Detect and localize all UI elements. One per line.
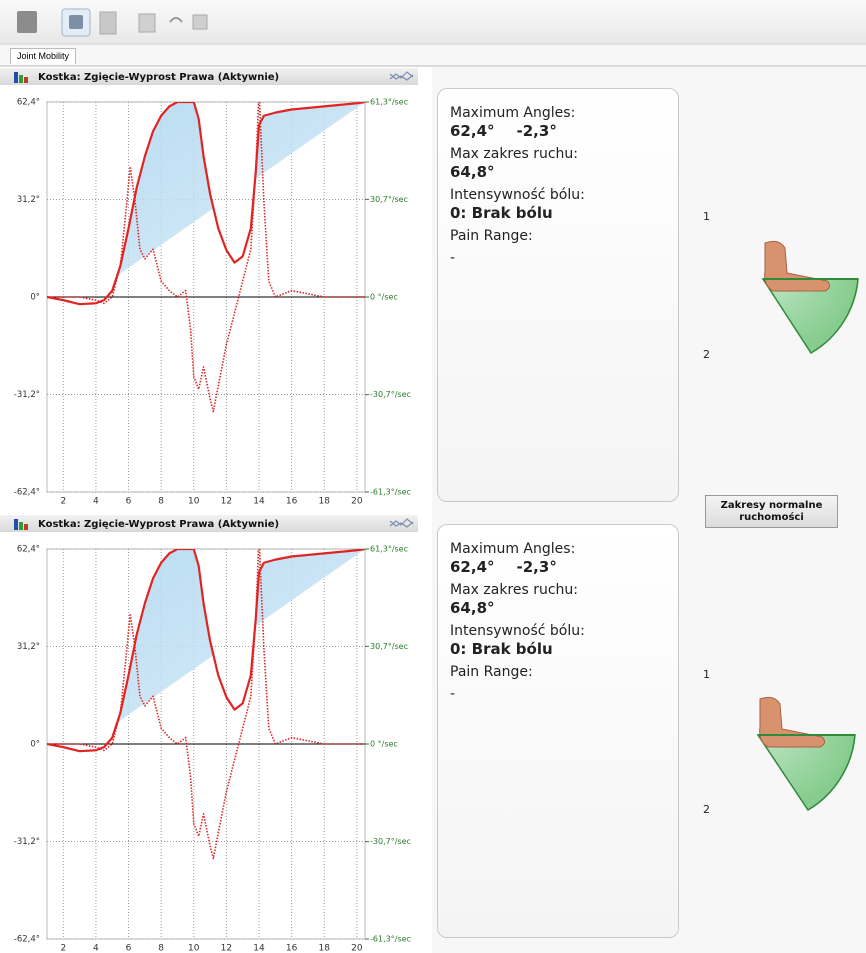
marker-label: 2 [703,348,710,361]
chart-title: Kostka: Zgięcie-Wyprost Prawa (Aktywnie) [38,519,279,530]
y-tick-label: 62,4° [17,98,40,108]
x-tick-label: 6 [126,497,132,507]
x-tick-label: 20 [351,497,363,507]
tab[interactable]: Joint Mobility [10,48,76,64]
x-tick-label: 14 [253,944,265,953]
page: Kostka: Zgięcie-Wyprost Prawa (Aktywnie)… [0,0,866,953]
marker-label: 1 [703,668,710,681]
x-tick-label: 16 [286,497,298,507]
value: 62,4° [450,558,495,576]
value: 64,8° [450,163,666,181]
foot [765,241,830,291]
toolbar-icon[interactable] [17,11,37,33]
label: Pain Range: [450,228,666,244]
x-tick-label: 4 [93,944,99,953]
x-tick-label: 18 [319,944,331,953]
x-tick-label: 20 [351,944,363,953]
x-tick-label: 18 [319,497,331,507]
value: 62,4° [450,122,495,140]
x-tick-label: 12 [221,944,232,953]
foot-illustration [758,697,855,810]
value: -2,3° [517,558,557,576]
x-tick-label: 4 [93,497,99,507]
header-icon [14,519,18,530]
y-tick-label: 0° [30,740,40,750]
y2-tick-label: 61,3°/sec [370,98,408,107]
label: Maximum Angles: [450,105,666,121]
header-icon [24,77,28,83]
toolbar-icon[interactable] [193,15,207,29]
x-tick-label: 8 [158,944,164,953]
y-tick-label: -62,4° [14,488,40,498]
label: Max zakres ruchu: [450,582,666,598]
y2-tick-label: -61,3°/sec [370,488,411,497]
y-tick-label: -31,2° [14,837,40,847]
x-tick-label: 16 [286,944,298,953]
x-tick-label: 14 [253,497,265,507]
app-canvas: Kostka: Zgięcie-Wyprost Prawa (Aktywnie)… [0,0,866,953]
value: 0: Brak bólu [450,204,666,222]
toolbar [0,0,866,44]
toolbar-icon[interactable] [139,14,155,32]
marker-label: 2 [703,803,710,816]
y-tick-label: 62,4° [17,545,40,555]
x-tick-label: 8 [158,497,164,507]
y-tick-label: -62,4° [14,935,40,945]
toolbar-icon[interactable] [100,12,116,34]
x-tick-label: 2 [60,944,66,953]
y2-tick-label: 30,7°/sec [370,642,408,651]
y-tick-label: 0° [30,293,40,303]
marker-label: 1 [703,210,710,223]
header-icon [14,72,18,83]
y-tick-label: 31,2° [17,195,40,205]
normal-ranges-button[interactable]: Zakresy normalne ruchomości [705,495,838,528]
label: Intensywność bólu: [450,623,666,639]
label: Pain Range: [450,664,666,680]
x-tick-label: 10 [188,497,200,507]
y-tick-label: 31,2° [17,642,40,652]
value: - [450,250,666,266]
x-tick-label: 6 [126,944,132,953]
header-icon [19,75,23,83]
label: Max zakres ruchu: [450,146,666,162]
y2-tick-label: 0 °/sec [370,740,398,749]
foot [760,697,825,747]
y2-tick-label: 0 °/sec [370,293,398,302]
value: 0: Brak bólu [450,640,666,658]
value: 64,8° [450,599,666,617]
toolbar-icon-glyph [69,15,83,29]
header-icon [24,524,28,530]
value: - [450,686,666,702]
value: -2,3° [517,122,557,140]
x-tick-label: 10 [188,944,200,953]
foot-illustration [763,241,858,353]
label: Intensywność bólu: [450,187,666,203]
y2-tick-label: -30,7°/sec [370,837,411,846]
x-tick-label: 2 [60,497,66,507]
value-row: 62,4° -2,3° [450,558,666,576]
value-row: 62,4° -2,3° [450,122,666,140]
x-tick-label: 12 [221,497,232,507]
y2-tick-label: 30,7°/sec [370,195,408,204]
info-panel: Maximum Angles: 62,4° -2,3° Max zakres ru… [437,88,679,502]
y2-tick-label: -61,3°/sec [370,935,411,944]
y-tick-label: -31,2° [14,390,40,400]
y2-tick-label: -30,7°/sec [370,390,411,399]
y2-tick-label: 61,3°/sec [370,545,408,554]
chart-title: Kostka: Zgięcie-Wyprost Prawa (Aktywnie) [38,72,279,83]
label: Maximum Angles: [450,541,666,557]
header-icon [19,522,23,530]
info-panel: Maximum Angles: 62,4° -2,3° Max zakres ru… [437,524,679,938]
